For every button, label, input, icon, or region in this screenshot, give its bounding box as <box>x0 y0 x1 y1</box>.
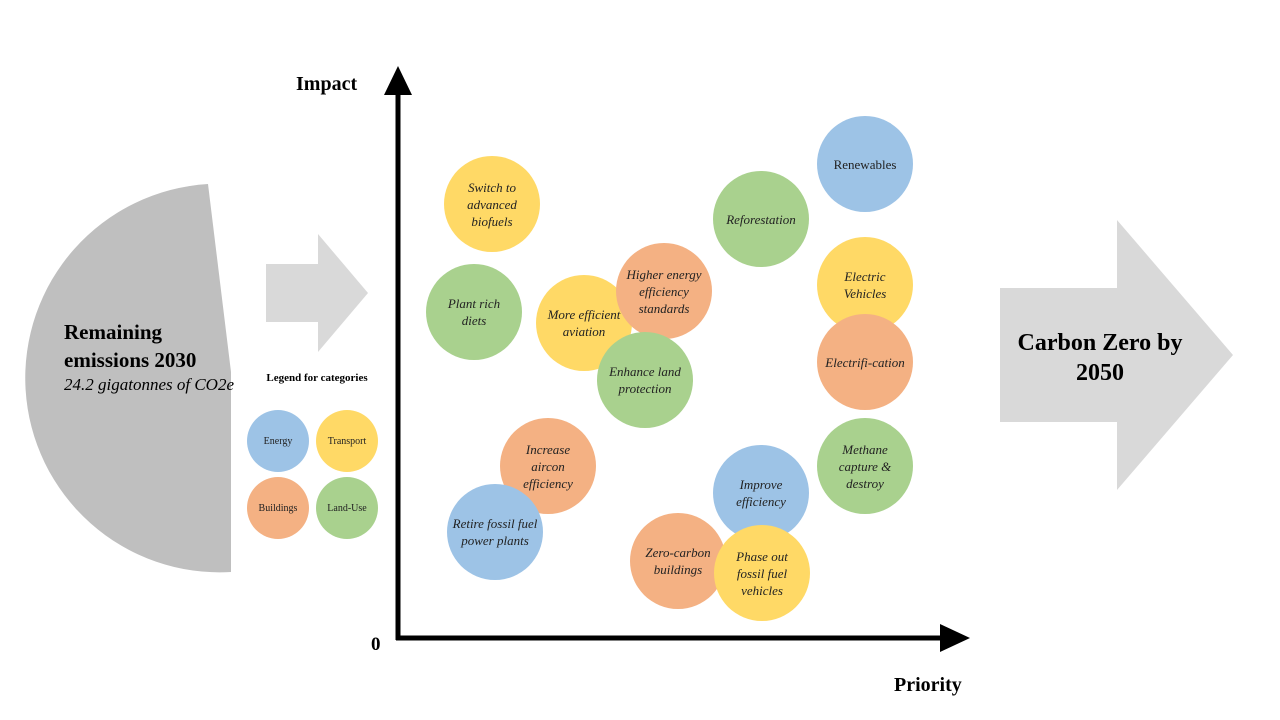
bubble-zero-carbon-buildings <box>630 513 726 609</box>
bubble-retire-fossil-fuel-power-plants <box>447 484 543 580</box>
legend-label-buildings: Buildings <box>258 502 298 514</box>
remaining-emissions-subtitle: 24.2 gigatonnes of CO2e <box>64 375 234 394</box>
bubble-label-higher-energy-efficiency-standards: Higher energy efficiency standards <box>626 266 702 316</box>
legend-swatch-buildings <box>247 477 309 539</box>
bubble-label-electric-vehicles: Electric Vehicles <box>843 269 887 301</box>
bubble-switch-to-advanced-biofuels <box>444 156 540 252</box>
bubble-increase-aircon-efficiency <box>500 418 596 514</box>
bubble-improve-efficiency <box>713 445 809 541</box>
y-axis-label: Impact <box>296 73 358 95</box>
bubble-label-retire-fossil-fuel-power-plants: Retire fossil fuel power plants <box>452 516 538 548</box>
bubble-electrifi-cation <box>817 314 913 410</box>
bubble-phase-out-fossil-fuel-vehicles <box>714 525 810 621</box>
origin-label: 0 <box>371 634 381 655</box>
bubble-renewables <box>817 116 913 212</box>
legend-label-transport: Transport <box>327 435 367 447</box>
axes <box>384 66 970 652</box>
bubble-label-methane-capture-destroy: Methane capture & destroy <box>838 441 892 491</box>
carbon-zero-arrow <box>1000 220 1233 490</box>
bubble-label-enhance-land-protection: Enhance land protection <box>609 364 681 396</box>
bubble-label-plant-rich-diets: Plant rich diets <box>447 296 501 328</box>
remaining-emissions-title: Remaining emissions 2030 <box>64 320 197 372</box>
bubble-label-switch-to-advanced-biofuels: Switch to advanced biofuels <box>467 179 517 229</box>
remaining-emissions-shape <box>25 184 231 573</box>
carbon-zero-title: Carbon Zero by 2050 <box>1017 330 1183 386</box>
x-axis-arrowhead <box>940 624 970 652</box>
remaining-emissions-block: Remaining emissions 2030 24.2 gigatonnes… <box>64 318 234 396</box>
bubble-methane-capture-destroy <box>817 418 913 514</box>
legend-swatch-transport <box>316 410 378 472</box>
bubble-label-electrifi-cation: Electrifi-cation <box>825 354 905 370</box>
bubble-label-reforestation: Reforestation <box>726 211 796 227</box>
bubble-label-increase-aircon-efficiency: Increase aircon efficiency <box>523 441 573 491</box>
legend-swatch-land-use <box>316 477 378 539</box>
legend-title: Legend for categories <box>266 372 368 384</box>
legend-swatch-energy <box>247 410 309 472</box>
bubble-reforestation <box>713 171 809 267</box>
legend-swatches <box>247 410 378 539</box>
bubble-more-efficient-aviation <box>536 275 632 371</box>
bubble-label-more-efficient-aviation: More efficient aviation <box>547 307 621 339</box>
bubble-label-renewables: Renewables <box>833 156 897 172</box>
x-axis-label: Priority <box>894 674 962 696</box>
bubble-electric-vehicles <box>817 237 913 333</box>
y-axis-arrowhead <box>384 66 412 95</box>
legend-label-energy: Energy <box>263 435 293 447</box>
bubble-label-improve-efficiency: Improve efficiency <box>736 477 786 509</box>
bubble-enhance-land-protection <box>597 332 693 428</box>
bubble-layer <box>426 116 913 621</box>
input-arrow <box>266 234 368 352</box>
bubble-label-phase-out-fossil-fuel-vehicles: Phase out fossil fuel vehicles <box>736 548 788 598</box>
bubble-higher-energy-efficiency-standards <box>616 243 712 339</box>
bubble-plant-rich-diets <box>426 264 522 360</box>
legend-label-land-use: Land-Use <box>327 502 367 514</box>
bubble-label-zero-carbon-buildings: Zero-carbon buildings <box>645 545 711 577</box>
